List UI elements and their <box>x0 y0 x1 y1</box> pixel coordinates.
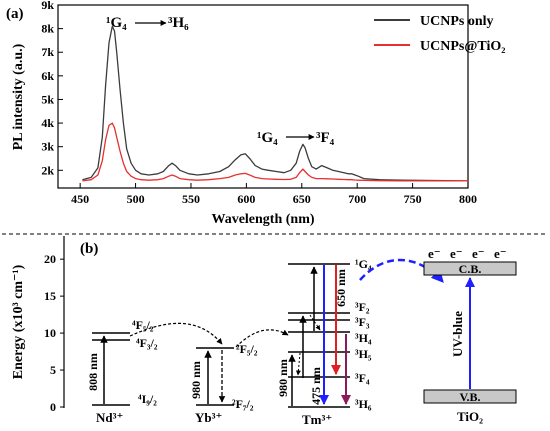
annotation-target: ³H₆ <box>168 15 189 31</box>
annotation-1g4-3h6: ¹G₄ ³H₆ <box>106 15 189 31</box>
species-label-tio2: TiO₂ <box>457 409 483 424</box>
species-label-tm: Tm³⁺ <box>302 412 332 427</box>
x-tick-label: 650 <box>293 192 311 206</box>
level-label-nd-4i92: ⁴I₉/₂ <box>138 392 157 406</box>
annotation-source: ¹G₄ <box>257 130 278 146</box>
y-axis-label: PL intensity (a.u.) <box>11 43 26 150</box>
panel-a: (a) 2k 3k 4k 5k 6k 7k 8k 9k 450 500 550 600 650 700 7… <box>6 0 505 227</box>
emission-label-650: 650 nm <box>334 269 348 307</box>
level-label-tm-3h5: ³H₅ <box>355 347 372 361</box>
level-label-nd-4f32: ⁴F₃/₂ <box>136 336 158 350</box>
energy-axis-label: Energy (x10³ cm⁻¹) <box>11 264 26 379</box>
annotation-target: ³F₄ <box>316 130 335 146</box>
energy-transfer-tm-tio2 <box>359 258 444 283</box>
excitation-label-nd: 808 nm <box>86 353 100 391</box>
excitation-label-tio2: UV-blue <box>450 311 465 357</box>
energy-tick-label: 10 <box>44 326 56 340</box>
excitation-label-tm: 980 nm <box>276 359 290 397</box>
x-tick-label: 550 <box>182 192 200 206</box>
y-tick-label: 2k <box>41 163 54 177</box>
level-label-tm-3f2: ³F₂ <box>355 300 370 314</box>
relaxation-arrow-tm-2 <box>309 314 321 331</box>
y-axis-ticks: 2k 3k 4k 5k 6k 7k 8k 9k <box>41 0 63 177</box>
x-axis-ticks: 450 500 550 600 650 700 750 800 <box>71 183 477 206</box>
conduction-band-label: C.B. <box>459 262 482 276</box>
energy-tick-label: 15 <box>44 289 56 303</box>
x-axis-label: Wavelength (nm) <box>211 212 314 227</box>
level-label-tm-3f4: ³F₄ <box>355 371 370 385</box>
valence-band <box>423 389 517 404</box>
legend: UCNPs only UCNPs@TiO₂ <box>374 14 505 54</box>
x-tick-label: 600 <box>237 192 255 206</box>
x-tick-label: 500 <box>127 192 145 206</box>
level-label-yb-2f72: ²F₇/₂ <box>232 397 254 411</box>
energy-axis-ticks: 0 5 10 15 20 <box>44 252 64 414</box>
yb-levels: 980 nm ²F₅/₂ ²F₇/₂ Yb³⁺ <box>189 342 258 425</box>
series-line-ucnps-tio2 <box>82 122 468 182</box>
level-label-yb-2f52: ²F₅/₂ <box>236 342 258 356</box>
level-label-nd-4f52: ⁴F₅/₂ <box>132 318 154 332</box>
y-tick-label: 9k <box>41 0 54 12</box>
species-label-yb: Yb³⁺ <box>195 410 222 425</box>
x-tick-label: 800 <box>459 192 477 206</box>
panel-b: (b) 0 5 10 15 20 Energy (x10³ cm⁻¹) 808 nm ⁴… <box>11 236 517 427</box>
y-tick-label: 7k <box>41 45 54 59</box>
energy-transfer-yb-tm <box>235 329 289 348</box>
y-tick-label: 8k <box>41 22 54 36</box>
panel-b-label: (b) <box>80 241 98 257</box>
relaxation-arrow-tm-1 <box>295 352 301 376</box>
tm-levels: 980 nm 475 nm 650 nm ¹G₄ ³F₂ ³F₃ ³H₄ ³H₅… <box>276 257 372 427</box>
energy-tick-label: 5 <box>50 363 56 377</box>
x-tick-label: 450 <box>71 192 89 206</box>
y-tick-label: 5k <box>41 92 54 106</box>
nd-levels: 808 nm ⁴F₅/₂ ⁴F₃/₂ ⁴I₉/₂ Nd³⁺ <box>86 318 158 425</box>
annotation-source: ¹G₄ <box>106 15 127 31</box>
electron-3: e⁻ <box>472 246 485 261</box>
level-label-tm-3f3: ³F₃ <box>355 315 370 329</box>
series-lines <box>82 25 469 182</box>
valence-band-label: V.B. <box>459 390 480 404</box>
level-label-tm-3h4: ³H₄ <box>355 331 372 345</box>
species-label-nd: Nd³⁺ <box>96 410 123 425</box>
level-label-tm-1g4: ¹G₄ <box>355 257 372 271</box>
y-tick-label: 4k <box>41 116 54 130</box>
y-tick-label: 3k <box>41 140 54 154</box>
tio2-bands: C.B. e⁻ e⁻ e⁻ e⁻ V.B. UV-blue TiO₂ <box>423 246 517 424</box>
excitation-label-yb: 980 nm <box>189 361 203 399</box>
annotation-1g4-3f4: ¹G₄ ³F₄ <box>257 130 335 146</box>
x-tick-label: 700 <box>348 192 366 206</box>
level-label-tm-3h6: ³H₆ <box>355 397 372 411</box>
energy-tick-label: 20 <box>44 252 56 266</box>
panel-a-label: (a) <box>6 6 24 22</box>
electron-1: e⁻ <box>428 246 441 261</box>
plot-a-frame <box>57 4 469 189</box>
emission-label-475: 475 nm <box>309 367 323 405</box>
electron-4: e⁻ <box>494 246 507 261</box>
legend-label-ucnps-tio2: UCNPs@TiO₂ <box>420 39 505 54</box>
series-line-ucnps-only <box>82 25 469 182</box>
conduction-band <box>423 261 517 276</box>
x-tick-label: 750 <box>404 192 422 206</box>
y-tick-label: 6k <box>41 69 54 83</box>
legend-label-ucnps-only: UCNPs only <box>420 14 494 29</box>
energy-tick-label: 0 <box>50 400 56 414</box>
electron-2: e⁻ <box>450 246 463 261</box>
